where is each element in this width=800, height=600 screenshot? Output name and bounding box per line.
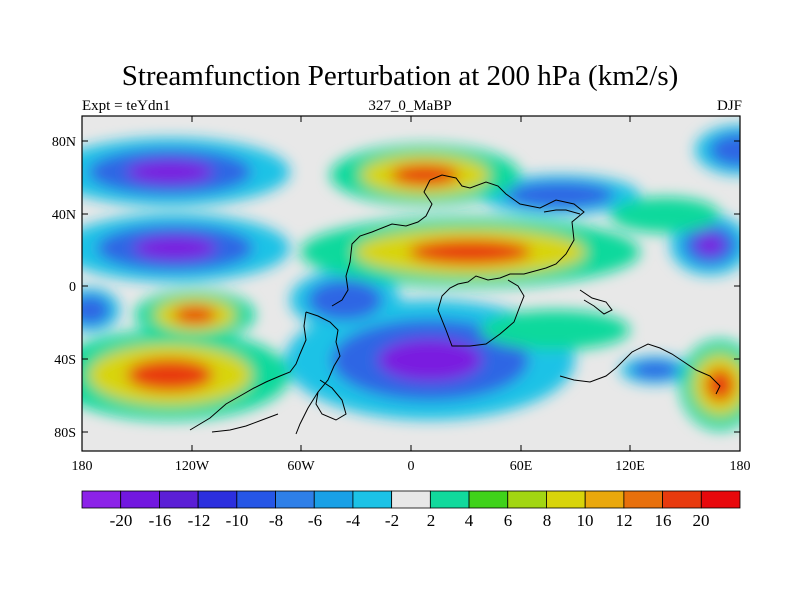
contour-band [126,159,214,185]
lat-label-80s: 80S [54,426,76,441]
contour-band [610,197,720,233]
colorbar-swatch [352,490,393,509]
contour-band [126,358,214,392]
contour-band [480,310,630,350]
lon-label-0: 0 [408,459,415,474]
season-label: DJF [716,98,742,114]
colorbar-swatch [468,490,509,509]
colorbar-label: -16 [149,511,172,530]
experiment-label: Expt = teYdn1 [82,98,171,114]
colorbar-label: 16 [655,511,672,530]
colorbar-labels: -20 -16 -12 -10 -8 -6 -4 -2 2 4 6 8 10 1… [110,511,710,530]
colorbar-label: -4 [346,511,361,530]
lon-label-180w: 180 [72,459,93,474]
colorbar-label: 8 [543,511,552,530]
colorbar-swatch [275,490,315,509]
colorbar [81,490,741,509]
colorbar-label: 4 [465,511,474,530]
contour-band [307,279,383,321]
lon-label-120w: 120W [175,459,210,474]
contour-band [173,306,217,324]
contour-band [709,133,740,167]
contour-band [631,360,679,380]
colorbar-label: 12 [616,511,633,530]
colorbar-swatch [623,490,663,509]
colorbar-label: 6 [504,511,513,530]
contour-field [82,116,740,451]
lon-label-120e: 120E [615,459,645,474]
colorbar-label: 10 [577,511,594,530]
colorbar-label: -10 [226,511,249,530]
colorbar-swatch [584,490,625,509]
lon-label-180e: 180 [730,459,751,474]
period-label: 327_0_MaBP [368,98,452,114]
contour-band [705,368,735,402]
lat-label-40s: 40S [54,353,76,368]
colorbar-swatch [429,490,470,509]
colorbar-label: 2 [427,511,436,530]
colorbar-label: -6 [308,511,322,530]
contour-band [133,235,217,261]
contour-band [82,295,111,325]
contour-band [408,239,532,265]
colorbar-label: -8 [269,511,283,530]
colorbar-swatch [159,490,199,509]
colorbar-label: -12 [188,511,211,530]
colorbar-swatch [81,490,122,509]
contour-band [390,164,460,186]
colorbar-swatch [391,490,431,509]
colorbar-swatch [313,490,354,509]
colorbar-swatch [120,490,160,509]
colorbar-label: -2 [385,511,399,530]
axis-ticks [81,116,741,451]
map-title: Streamfunction Perturbation at 200 hPa (… [121,60,679,92]
contour-band [505,181,615,209]
colorbar-label: 20 [693,511,710,530]
colorbar-swatch [662,490,702,509]
lon-label-60w: 60W [287,459,315,474]
coastlines [189,174,721,435]
lat-label-equator: 0 [69,280,76,295]
lon-label-60e: 60E [510,459,533,474]
colorbar-swatch [507,490,547,509]
colorbar-swatch [197,490,238,509]
contour-band [695,234,725,256]
colorbar-swatch [546,490,586,509]
lat-label-40n: 40N [52,208,76,223]
lat-label-80n: 80N [52,135,76,150]
colorbar-swatch [236,490,276,509]
contour-band [377,338,483,382]
colorbar-swatch [700,490,741,509]
colorbar-label: -20 [110,511,133,530]
